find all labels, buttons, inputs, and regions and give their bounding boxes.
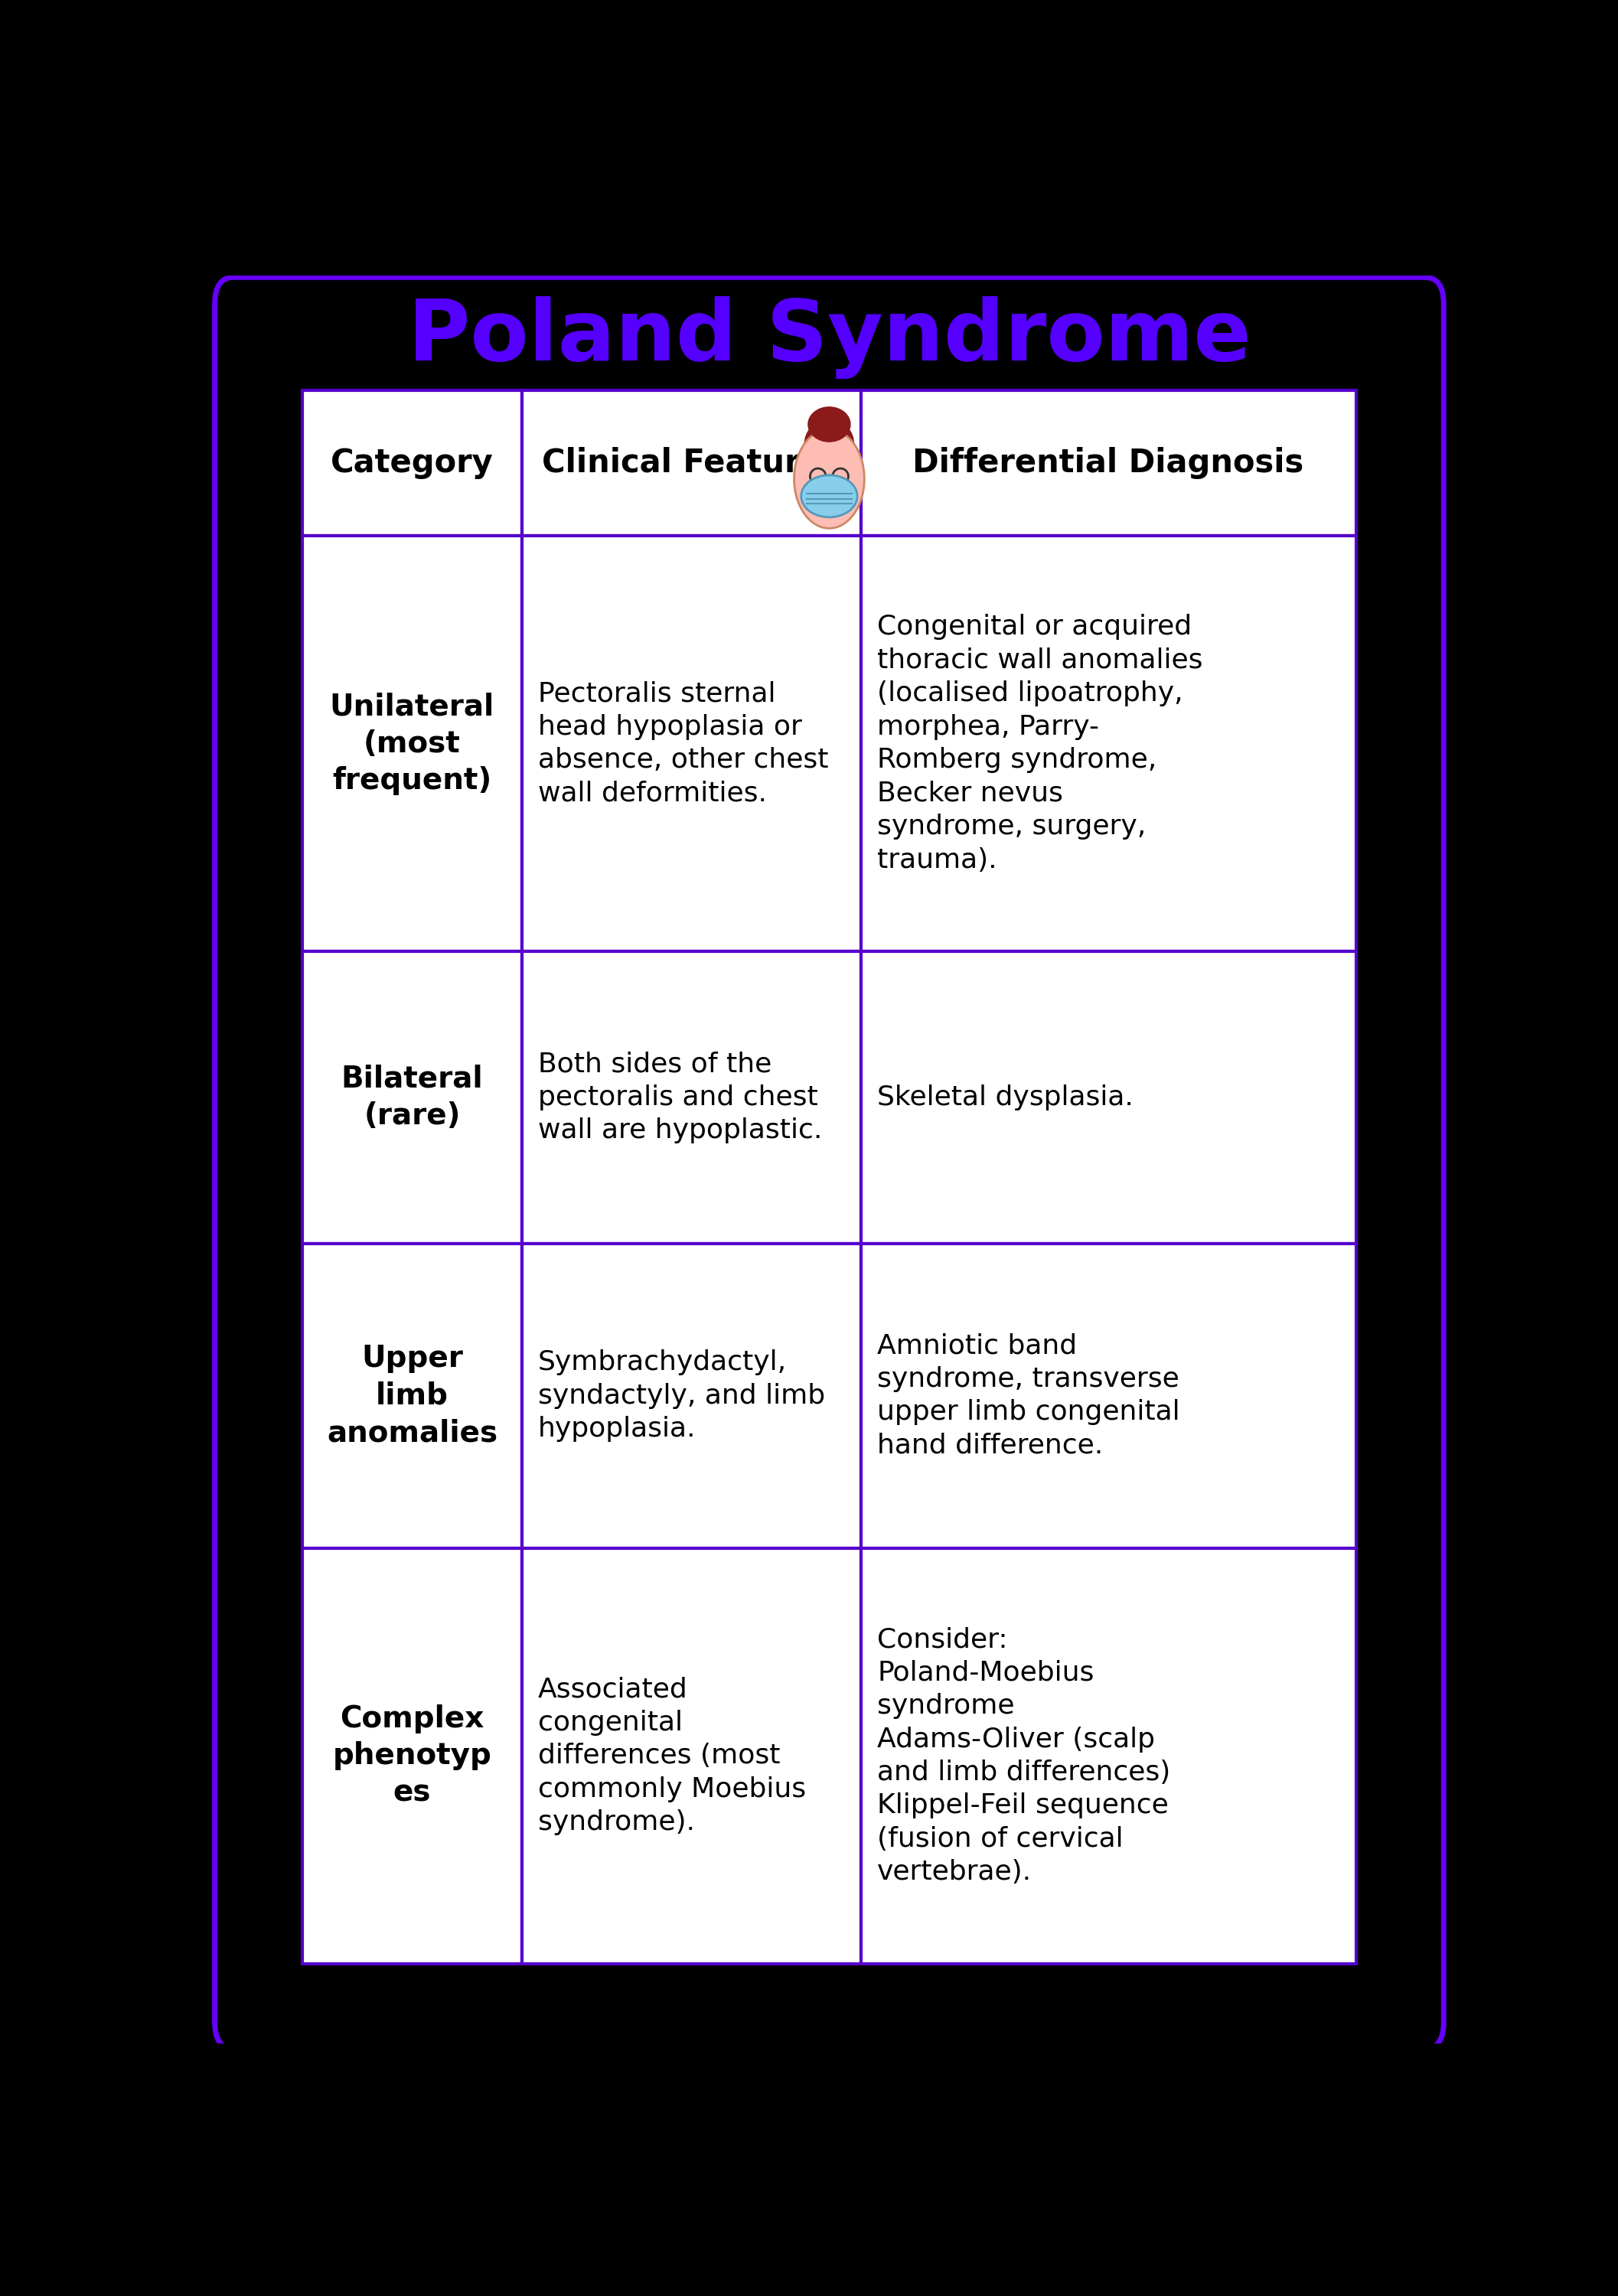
- Text: Consider:
Poland-Moebius
syndrome
Adams-Oliver (scalp
and limb differences)
Klip: Consider: Poland-Moebius syndrome Adams-…: [877, 1626, 1170, 1885]
- FancyBboxPatch shape: [215, 278, 1443, 2048]
- Bar: [861, 1548, 1356, 1963]
- Bar: [861, 1244, 1356, 1548]
- Text: Bilateral
(rare): Bilateral (rare): [341, 1065, 484, 1130]
- Text: Associated
congenital
differences (most
commonly Moebius
syndrome).: Associated congenital differences (most …: [537, 1676, 806, 1835]
- Text: Unilateral
(most
frequent): Unilateral (most frequent): [330, 691, 495, 794]
- Ellipse shape: [807, 406, 851, 441]
- Bar: [861, 951, 1356, 1244]
- Ellipse shape: [804, 420, 854, 468]
- Bar: [861, 535, 1356, 951]
- Bar: [521, 1244, 861, 1548]
- Text: Pectoralis sternal
head hypoplasia or
absence, other chest
wall deformities.: Pectoralis sternal head hypoplasia or ab…: [537, 680, 828, 806]
- Text: Differential Diagnosis: Differential Diagnosis: [913, 448, 1304, 480]
- Text: Congenital or acquired
thoracic wall anomalies
(localised lipoatrophy,
morphea, : Congenital or acquired thoracic wall ano…: [877, 613, 1202, 872]
- Text: Upper
limb
anomalies: Upper limb anomalies: [327, 1343, 497, 1446]
- Text: Both sides of the
pectoralis and chest
wall are hypoplastic.: Both sides of the pectoralis and chest w…: [537, 1052, 822, 1143]
- Bar: [521, 1548, 861, 1963]
- Bar: [303, 390, 521, 535]
- Circle shape: [794, 429, 864, 528]
- Bar: [521, 390, 861, 535]
- Text: Amniotic band
syndrome, transverse
upper limb congenital
hand difference.: Amniotic band syndrome, transverse upper…: [877, 1334, 1180, 1458]
- Bar: [303, 951, 521, 1244]
- Text: Poland Syndrome: Poland Syndrome: [408, 296, 1251, 379]
- Ellipse shape: [801, 475, 858, 517]
- Bar: [303, 1244, 521, 1548]
- Bar: [521, 951, 861, 1244]
- Text: Symbrachydactyl,
syndactyly, and limb
hypoplasia.: Symbrachydactyl, syndactyly, and limb hy…: [537, 1350, 825, 1442]
- Text: Complex
phenotyp
es: Complex phenotyp es: [333, 1704, 492, 1807]
- Text: Skeletal dysplasia.: Skeletal dysplasia.: [877, 1084, 1134, 1111]
- Text: Category: Category: [330, 448, 493, 480]
- Bar: [303, 535, 521, 951]
- Text: Clinical Features: Clinical Features: [542, 448, 841, 480]
- Bar: [303, 1548, 521, 1963]
- Bar: [521, 535, 861, 951]
- Bar: [861, 390, 1356, 535]
